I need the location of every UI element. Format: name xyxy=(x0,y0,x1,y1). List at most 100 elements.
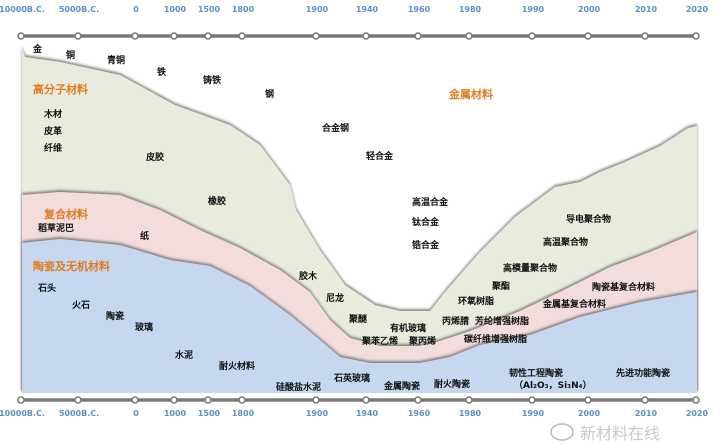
timeline-node xyxy=(204,396,212,404)
timeline-tick-label: 1000 xyxy=(164,5,187,14)
timeline-node xyxy=(17,32,25,40)
timeline-node xyxy=(204,32,212,40)
metal-material-label: 合金钢 xyxy=(322,122,349,134)
ceramic-material-label: 火石 xyxy=(72,300,90,311)
polymer-material-label: 高模量聚合物 xyxy=(503,262,557,274)
ceramic-material-label: 韧性工程陶瓷 xyxy=(509,367,563,379)
timeline-tick-label: 0 xyxy=(133,5,139,14)
polymer-material-label: 聚苯乙烯 xyxy=(361,335,398,347)
wechat-icon xyxy=(550,423,574,441)
timeline-node xyxy=(692,32,700,40)
timeline-tick-label: 2020 xyxy=(686,5,709,14)
timeline-tick-label: 1500 xyxy=(198,409,221,418)
composite-material-label: 金属基复合材料 xyxy=(542,298,606,310)
timeline-node xyxy=(312,32,320,40)
ceramic-material-label: 耐火材料 xyxy=(219,360,255,372)
timeline-node xyxy=(584,396,592,404)
timeline-node xyxy=(238,32,246,40)
timeline-tick-label: 2000 xyxy=(578,409,601,418)
timeline-node xyxy=(528,396,536,404)
timeline-node xyxy=(692,396,700,404)
timeline-tick-label: 5000B.C. xyxy=(59,5,99,14)
timeline-tick-label: 1900 xyxy=(306,409,329,418)
timeline-tick-label: 10000B.C. xyxy=(0,409,45,418)
ceramic-material-label: 硅酸盐水泥 xyxy=(276,381,321,393)
ceramic-material-label: 耐火陶瓷 xyxy=(434,378,470,390)
ceramic-material-label: 陶瓷 xyxy=(106,310,124,322)
composite-material-label: 芳纶增强树脂 xyxy=(475,315,529,327)
ceramic-material-label: （Al₂O₃，Si₃N₄） xyxy=(514,380,592,391)
ceramic-material-label: 石英玻璃 xyxy=(333,372,370,384)
timeline-node xyxy=(641,396,649,404)
timeline-tick-label: 1800 xyxy=(232,5,255,14)
timeline-tick-label: 1980 xyxy=(459,409,482,418)
timeline-tick-label: 1960 xyxy=(408,5,431,14)
composite-material-label: 稻草泥巴 xyxy=(38,222,74,234)
polymer-material-label: 橡胶 xyxy=(208,195,226,207)
metal-material-label: 铁 xyxy=(157,66,166,78)
timeline-tick-label: 10000B.C. xyxy=(0,5,45,14)
timeline-node xyxy=(465,396,473,404)
timeline-node xyxy=(528,32,536,40)
metal-material-label: 轻合金 xyxy=(366,150,394,162)
timeline-node xyxy=(17,396,25,404)
polymer-material-label: 皮革 xyxy=(43,125,62,137)
timeline-node xyxy=(131,32,139,40)
category-metal: 金属材料 xyxy=(448,87,493,101)
timeline-node xyxy=(131,396,139,404)
timeline-tick-label: 0 xyxy=(133,409,139,418)
metal-material-label: 钛合金 xyxy=(412,216,440,228)
polymer-material-label: 丙烯腈 xyxy=(442,315,469,327)
metal-material-label: 铸铁 xyxy=(203,74,221,86)
timeline-node xyxy=(74,32,82,40)
polymer-material-label: 聚丙烯 xyxy=(408,335,436,347)
timeline-tick-label: 2000 xyxy=(578,5,601,14)
timeline-tick-label: 1500 xyxy=(198,5,221,14)
timeline-node xyxy=(362,396,370,404)
polymer-material-label: 聚醚 xyxy=(348,313,367,325)
composite-material-label: 纸 xyxy=(140,230,149,242)
metal-material-label: 钢 xyxy=(265,88,274,100)
metal-material-label: 高温合金 xyxy=(412,196,449,208)
ceramic-material-label: 水泥 xyxy=(175,349,193,361)
timeline-node xyxy=(170,32,178,40)
category-ceramic: 陶瓷及无机材料 xyxy=(33,259,110,273)
timeline-node xyxy=(238,396,246,404)
timeline-node xyxy=(74,396,82,404)
category-polymer: 高分子材料 xyxy=(33,82,88,96)
timeline-node xyxy=(414,32,422,40)
timeline-tick-label: 1940 xyxy=(356,409,379,418)
polymer-material-label: 聚酯 xyxy=(491,280,510,292)
timeline-tick-label: 1000 xyxy=(164,409,187,418)
metal-material-label: 锆合金 xyxy=(412,239,440,251)
polymer-material-label: 木材 xyxy=(43,108,62,120)
ceramic-material-label: 先进功能陶瓷 xyxy=(616,367,670,379)
timeline-tick-label: 2010 xyxy=(635,5,658,14)
metal-material-label: 铜 xyxy=(66,49,75,61)
timeline-node xyxy=(584,32,592,40)
watermark: 新材料在线 xyxy=(550,423,660,443)
timeline-node xyxy=(170,396,178,404)
watermark-text: 新材料在线 xyxy=(580,424,660,443)
ceramic-material-label: 石头 xyxy=(37,282,56,294)
timeline-tick-label: 1800 xyxy=(232,409,255,418)
timeline-tick-label: 1940 xyxy=(356,5,379,14)
ceramic-material-label: 金属陶瓷 xyxy=(383,380,420,392)
timeline-node xyxy=(362,32,370,40)
timeline-tick-label: 1900 xyxy=(306,5,329,14)
polymer-material-label: 导电聚合物 xyxy=(566,213,611,225)
timeline-node xyxy=(312,396,320,404)
timeline-node xyxy=(465,32,473,40)
metal-material-label: 金 xyxy=(32,43,43,55)
timeline-tick-label: 2010 xyxy=(635,409,658,418)
composite-material-label: 陶瓷基复合材料 xyxy=(592,281,655,293)
polymer-material-label: 纤维 xyxy=(44,142,62,154)
timeline-tick-label: 1960 xyxy=(408,409,431,418)
polymer-material-label: 环氧树脂 xyxy=(458,295,494,307)
timeline-tick-label: 5000B.C. xyxy=(59,409,99,418)
timeline-tick-label: 1980 xyxy=(459,5,482,14)
timeline-tick-label: 1990 xyxy=(522,5,545,14)
polymer-material-label: 胶木 xyxy=(299,270,318,282)
ceramic-material-label: 玻璃 xyxy=(135,321,153,333)
